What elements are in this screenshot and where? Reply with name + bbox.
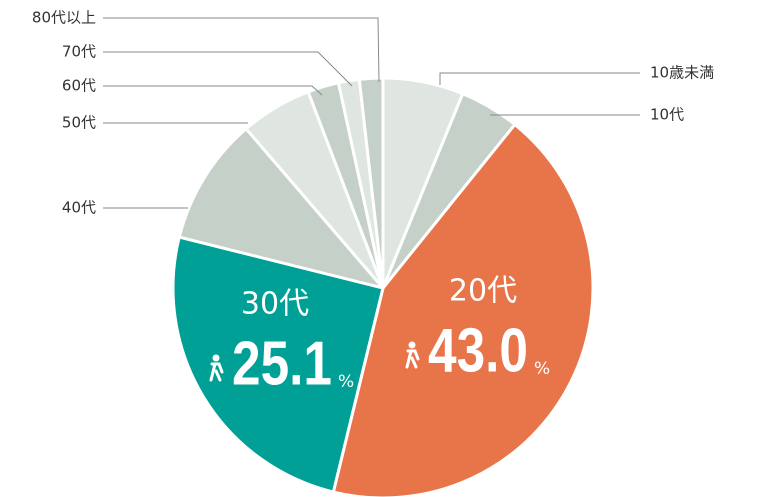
pie-slice [331, 123, 595, 497]
person-icon [405, 349, 420, 369]
leader-line [103, 51, 353, 87]
category-label: 60代 [62, 77, 96, 95]
unit-label: % [534, 359, 550, 379]
category-label: 50代 [62, 114, 96, 132]
unit-label: % [338, 372, 354, 392]
category-label: 30代 [241, 287, 309, 322]
value-label: 25.1 [232, 329, 332, 398]
category-label: 40代 [62, 199, 96, 217]
category-label: 10歳未満 [650, 64, 714, 82]
person-icon [212, 354, 220, 362]
category-label: 70代 [62, 43, 96, 61]
category-label: 20代 [449, 274, 517, 309]
leader-line [103, 85, 323, 96]
value-label: 43.0 [428, 316, 528, 385]
pie-slice [171, 235, 385, 494]
leader-line [439, 72, 640, 85]
pie-slice [177, 127, 385, 290]
pie [171, 76, 595, 497]
category-label: 10代 [650, 106, 684, 124]
labels: 10歳未満 10代 20代 43.0 % 30代 25.1 % 40代 50代 60代 70代 80代以… [32, 9, 714, 399]
leader-line [103, 17, 380, 83]
category-label: 80代以上 [32, 9, 96, 27]
person-icon [408, 341, 416, 349]
pie-slice [357, 76, 385, 290]
person-icon [209, 362, 224, 382]
